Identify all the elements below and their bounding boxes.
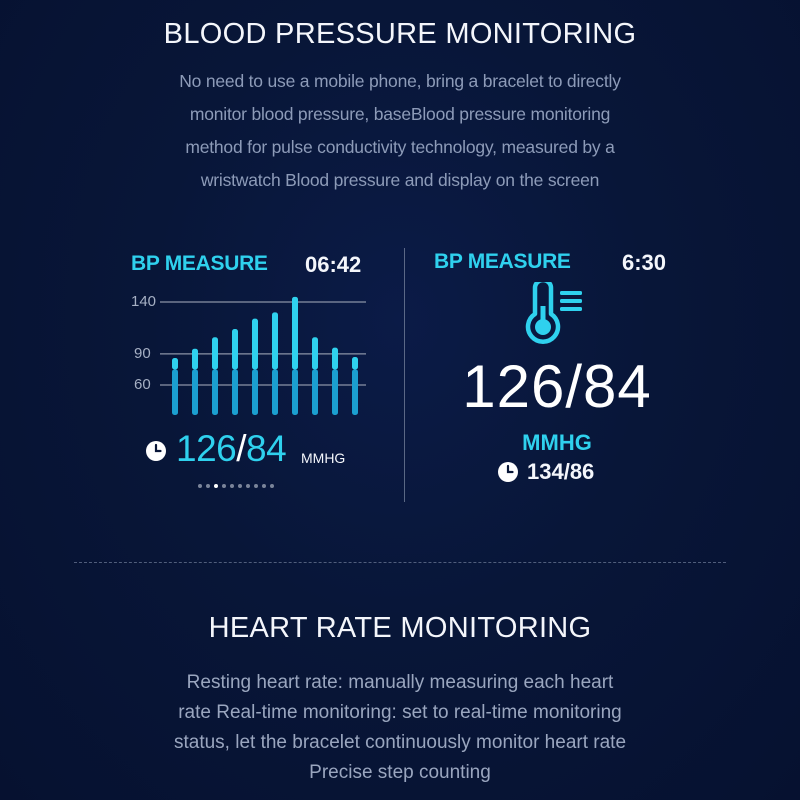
hr-desc-line: Precise step counting	[309, 762, 491, 783]
chart-bar-upper	[352, 356, 358, 370]
page-dot	[198, 484, 202, 488]
chart-bar-upper	[252, 318, 258, 370]
diastolic-value: 84	[246, 428, 287, 469]
page-dot-active	[214, 484, 218, 488]
y-tick-label: 90	[134, 345, 151, 362]
page-dot	[230, 484, 234, 488]
bp-section-description: No need to use a mobile phone, bring a b…	[150, 65, 650, 197]
chart-bar-upper	[172, 358, 178, 370]
hr-section-title: HEART RATE MONITORING	[208, 612, 592, 644]
systolic-value: 126	[176, 428, 237, 469]
page-dot	[206, 484, 210, 488]
left-unit-label: MMHG	[301, 450, 346, 466]
left-bp-reading: 126/84	[176, 428, 287, 470]
hr-section-description: Resting heart rate: manually measuring e…	[130, 668, 670, 788]
left-time: 06:42	[305, 252, 362, 277]
chart-bar-upper	[332, 347, 338, 370]
chart-bar-upper	[292, 296, 298, 370]
chart-bar-lower	[272, 369, 278, 415]
page-dot	[262, 484, 266, 488]
bp-desc-line: wristwatch Blood pressure and display on…	[200, 170, 600, 190]
chart-bar-upper	[212, 337, 218, 370]
right-bp-measure-label: BP MEASURE	[434, 250, 571, 273]
page-indicator	[198, 484, 274, 488]
right-bp-reading: 126/84	[462, 353, 652, 420]
y-tick-label: 60	[134, 376, 151, 393]
thermometer-icon	[525, 282, 582, 344]
page-dot	[254, 484, 258, 488]
page-dot	[246, 484, 250, 488]
chart-bar-lower	[252, 369, 258, 415]
bp-section-title: BLOOD PRESSURE MONITORING	[163, 18, 637, 50]
clock-icon	[146, 441, 166, 461]
bp-desc-line: method for pulse conductivity technology…	[185, 137, 615, 157]
y-tick-label: 140	[131, 293, 157, 310]
chart-bar-upper	[192, 348, 198, 370]
page-dot	[222, 484, 226, 488]
chart-bar-lower	[212, 369, 218, 415]
chart-bar-lower	[352, 369, 358, 415]
previous-bp-reading: 134/86	[527, 459, 595, 484]
hr-desc-line: Resting heart rate: manually measuring e…	[186, 672, 614, 693]
chart-bar-upper	[312, 337, 318, 370]
bp-bar-chart	[160, 296, 366, 415]
left-bp-measure-label: BP MEASURE	[131, 252, 268, 275]
reading-separator: /	[236, 428, 247, 469]
chart-bar-lower	[292, 369, 298, 415]
chart-bar-lower	[232, 369, 238, 415]
clock-icon	[498, 462, 518, 482]
section-divider	[74, 562, 726, 563]
chart-bar-lower	[192, 369, 198, 415]
right-time: 6:30	[622, 250, 667, 275]
bp-desc-line: No need to use a mobile phone, bring a b…	[179, 71, 621, 91]
right-unit-label: MMHG	[522, 430, 592, 455]
page-dot	[270, 484, 274, 488]
bp-desc-line: monitor blood pressure, baseBlood pressu…	[189, 104, 611, 124]
chart-bar-lower	[312, 369, 318, 415]
chart-bar-upper	[272, 312, 278, 370]
hr-desc-line: status, let the bracelet continuously mo…	[173, 732, 627, 753]
chart-bar-lower	[172, 369, 178, 415]
chart-bar-lower	[332, 369, 338, 415]
page-dot	[238, 484, 242, 488]
hr-desc-line: rate Real-time monitoring: set to real-t…	[178, 702, 622, 723]
chart-bars	[172, 296, 358, 415]
vertical-divider	[404, 248, 405, 502]
chart-bar-upper	[232, 328, 238, 370]
